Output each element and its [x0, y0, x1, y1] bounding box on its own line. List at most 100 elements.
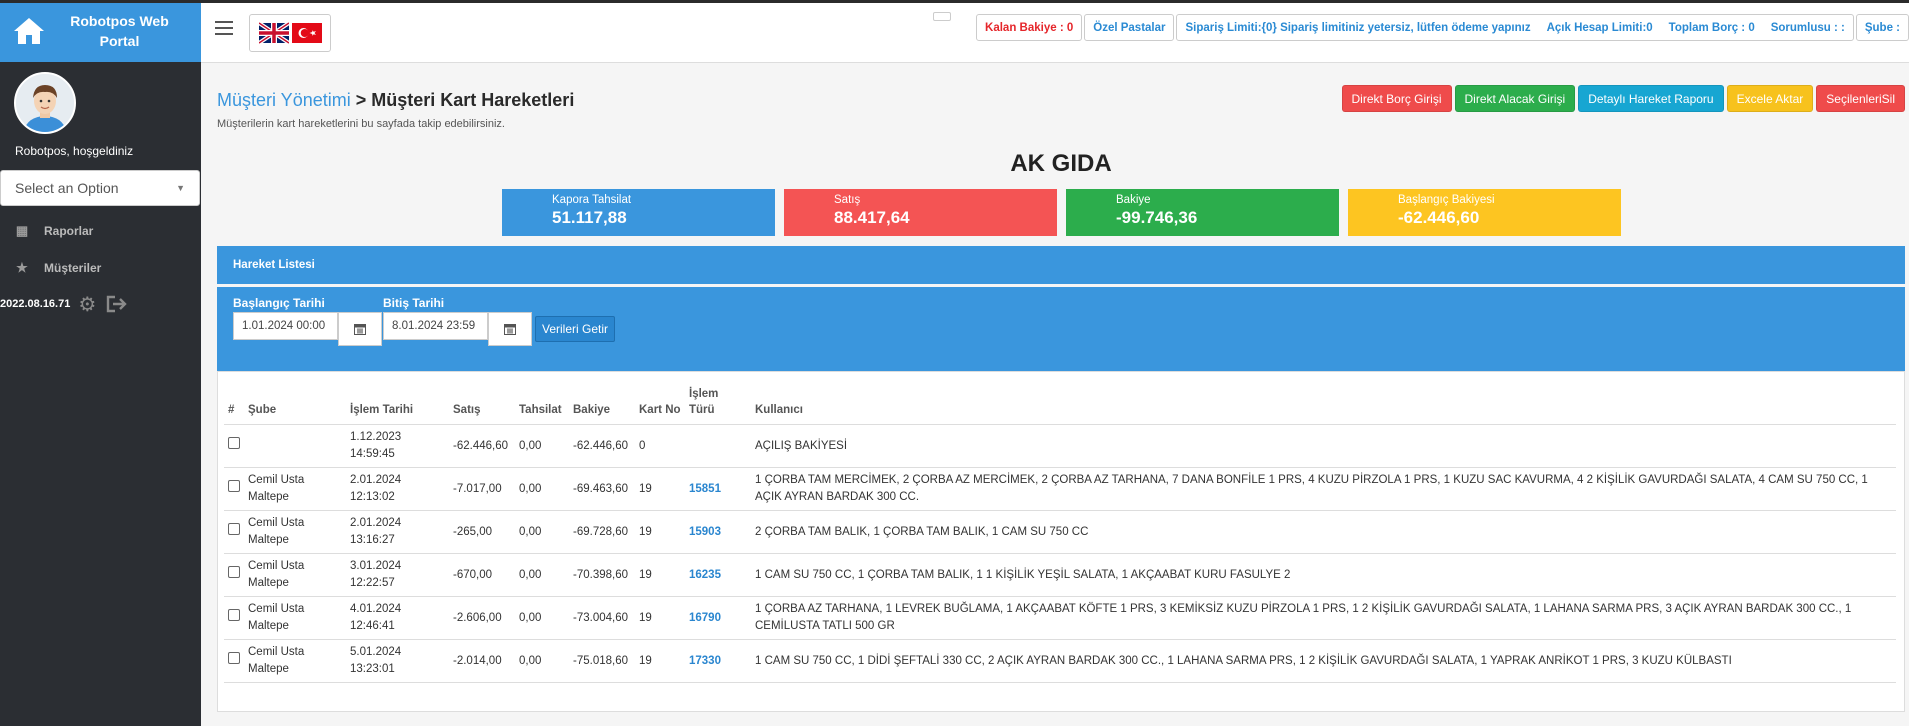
brand-title-line2: Portal	[99, 33, 140, 49]
sidebar-item-label: Müşteriler	[44, 260, 102, 275]
avatar	[14, 72, 76, 134]
sidebar-item-raporlar[interactable]: ▦ Raporlar	[0, 212, 201, 249]
column-header[interactable]: İşlem Türü	[685, 380, 751, 425]
table-row: 1.12.2023 14:59:45 -62.446,60 0,00 -62.4…	[224, 424, 1896, 468]
summary-card-label: Başlangıç Bakiyesi	[1398, 194, 1495, 206]
table-header-row: # Şube İşlem Tarihi Satış Tahsilat Bakiy…	[224, 380, 1896, 425]
end-date-input[interactable]: 8.01.2024 23:59	[383, 312, 488, 340]
caret-down-icon: ▼	[176, 183, 185, 193]
version-row: 2022.08.16.71 ⚙	[0, 290, 201, 318]
cell-satis: -2.606,00	[449, 596, 515, 640]
special-cakes-label: Özel Pastalar	[1093, 21, 1166, 34]
summary-card-opening-balance: Başlangıç Bakiyesi -62.446,60	[1348, 189, 1621, 236]
row-checkbox[interactable]	[228, 480, 240, 492]
cell-kart: 19	[635, 510, 685, 554]
breadcrumb-link[interactable]: Müşteri Yönetimi	[217, 90, 351, 110]
cell-tur[interactable]: 15903	[685, 510, 751, 554]
cell-satis: -670,00	[449, 553, 515, 597]
remaining-balance-label: Kalan Bakiye : 0	[985, 21, 1074, 34]
profile: Robotpos, hoşgeldiniz	[0, 62, 201, 158]
cell-kullanici: 1 CAM SU 750 CC, 1 DİDİ ŞEFTALİ 330 CC, …	[751, 639, 1896, 683]
delete-selected-button[interactable]: SeçilenleriSil	[1816, 85, 1905, 112]
direct-debt-entry-button[interactable]: Direkt Borç Girişi	[1341, 85, 1452, 112]
cell-bakiye: -73.004,60	[569, 596, 635, 640]
small-button[interactable]	[933, 12, 951, 21]
branch-label: Şube :	[1864, 21, 1900, 34]
cell-tarih: 4.01.2024 12:46:41	[346, 596, 449, 640]
order-limit-label: Sipariş Limiti:{0} Sipariş limitiniz yet…	[1185, 21, 1531, 34]
summary-card-label: Satış	[834, 194, 861, 206]
cell-tur[interactable]: 16790	[685, 596, 751, 640]
turkey-flag-icon[interactable]	[291, 22, 322, 44]
summary-card-label: Kapora Tahsilat	[552, 194, 632, 206]
page-title: Müşteri Yönetimi > Müşteri Kart Hareketl…	[217, 90, 574, 111]
cell-tur[interactable]: 15851	[685, 467, 751, 511]
cell-satis: -7.017,00	[449, 467, 515, 511]
cell-kullanici: 1 CAM SU 750 CC, 1 ÇORBA TAM BALIK, 1 1 …	[751, 553, 1896, 597]
logout-icon[interactable]	[106, 295, 128, 313]
column-header[interactable]: Satış	[449, 380, 515, 425]
column-header[interactable]: Şube	[244, 380, 346, 425]
cell-satis: -2.014,00	[449, 639, 515, 683]
gear-icon[interactable]: ⚙	[78, 293, 97, 316]
action-buttons: Direkt Borç Girişi Direkt Alacak Girişi …	[1341, 85, 1905, 112]
cell-bakiye: -69.463,60	[569, 467, 635, 511]
row-checkbox[interactable]	[228, 566, 240, 578]
page-subtitle: Müşterilerin kart hareketlerini bu sayfa…	[217, 118, 505, 130]
cell-tur[interactable]: 16235	[685, 553, 751, 597]
language-switcher[interactable]	[249, 14, 331, 52]
calendar-icon[interactable]	[488, 312, 532, 346]
column-header[interactable]: İşlem Tarihi	[346, 380, 449, 425]
remaining-balance-button[interactable]: Kalan Bakiye : 0	[976, 14, 1083, 41]
menu-toggle-icon[interactable]	[215, 21, 233, 35]
cell-tur[interactable]	[685, 424, 751, 468]
row-checkbox[interactable]	[228, 609, 240, 621]
version-text: 2022.08.16.71	[0, 298, 71, 310]
option-select[interactable]: Select an Option ▼	[0, 170, 200, 206]
fetch-data-button[interactable]: Verileri Getir	[535, 316, 616, 342]
direct-credit-entry-button[interactable]: Direkt Alacak Girişi	[1454, 85, 1576, 112]
home-icon[interactable]	[12, 16, 46, 46]
cell-bakiye: -69.728,60	[569, 510, 635, 554]
table-row: Cemil Usta Maltepe 2.01.2024 12:13:02 -7…	[224, 467, 1896, 511]
cell-tahsilat: 0,00	[515, 467, 569, 511]
table-row: Cemil Usta Maltepe 4.01.2024 12:46:41 -2…	[224, 596, 1896, 640]
account-info-bar: Kalan Bakiye : 0 Özel Pastalar Sipariş L…	[976, 14, 1909, 41]
cell-kart: 0	[635, 424, 685, 468]
summary-cards: Kapora Tahsilat 51.117,88 Satış 88.417,6…	[502, 189, 1621, 236]
cell-tarih: 2.01.2024 12:13:02	[346, 467, 449, 511]
summary-card-sales: Satış 88.417,64	[784, 189, 1057, 236]
row-checkbox[interactable]	[228, 523, 240, 535]
cell-satis: -62.446,60	[449, 424, 515, 468]
summary-card-value: 88.417,64	[834, 208, 910, 227]
option-select-value: Select an Option	[15, 180, 119, 196]
cell-kullanici: 2 ÇORBA TAM BALIK, 1 ÇORBA TAM BALIK, 1 …	[751, 510, 1896, 554]
row-checkbox[interactable]	[228, 437, 240, 449]
column-header[interactable]: Bakiye	[569, 380, 635, 425]
start-date-input[interactable]: 1.01.2024 00:00	[233, 312, 338, 340]
cell-sube	[244, 424, 346, 468]
table-row: Cemil Usta Maltepe 3.01.2024 12:22:57 -6…	[224, 553, 1896, 597]
start-date-label: Başlangıç Tarihi	[233, 296, 325, 310]
sidebar-item-musteriler[interactable]: ★ Müşteriler	[0, 249, 201, 286]
cell-tur[interactable]: 17330	[685, 639, 751, 683]
column-header[interactable]: #	[224, 380, 244, 425]
end-date-label: Bitiş Tarihi	[383, 296, 445, 310]
limits-button[interactable]: Sipariş Limiti:{0} Sipariş limitiniz yet…	[1176, 14, 1854, 41]
brand-bar[interactable]: Robotpos Web Portal	[0, 0, 201, 62]
calendar-icon[interactable]	[338, 312, 382, 346]
row-checkbox[interactable]	[228, 652, 240, 664]
branch-button[interactable]: Şube :	[1855, 14, 1909, 41]
detailed-movement-report-button[interactable]: Detaylı Hareket Raporu	[1578, 85, 1724, 112]
export-excel-button[interactable]: Excele Aktar	[1726, 85, 1814, 112]
cell-tarih: 1.12.2023 14:59:45	[346, 424, 449, 468]
start-date-group: Başlangıç Tarihi 1.01.2024 00:00	[233, 296, 382, 346]
special-cakes-button[interactable]: Özel Pastalar	[1084, 14, 1175, 41]
sidebar: Robotpos Web Portal Robotpos, hoşgeldini…	[0, 0, 201, 726]
uk-flag-icon[interactable]	[258, 22, 289, 44]
column-header[interactable]: Tahsilat	[515, 380, 569, 425]
column-header[interactable]: Kullanıcı	[751, 380, 1896, 425]
table-row: Cemil Usta Maltepe 2.01.2024 13:16:27 -2…	[224, 510, 1896, 554]
column-header[interactable]: Kart No	[635, 380, 685, 425]
responsible-label: Sorumlusu : :	[1770, 21, 1845, 34]
